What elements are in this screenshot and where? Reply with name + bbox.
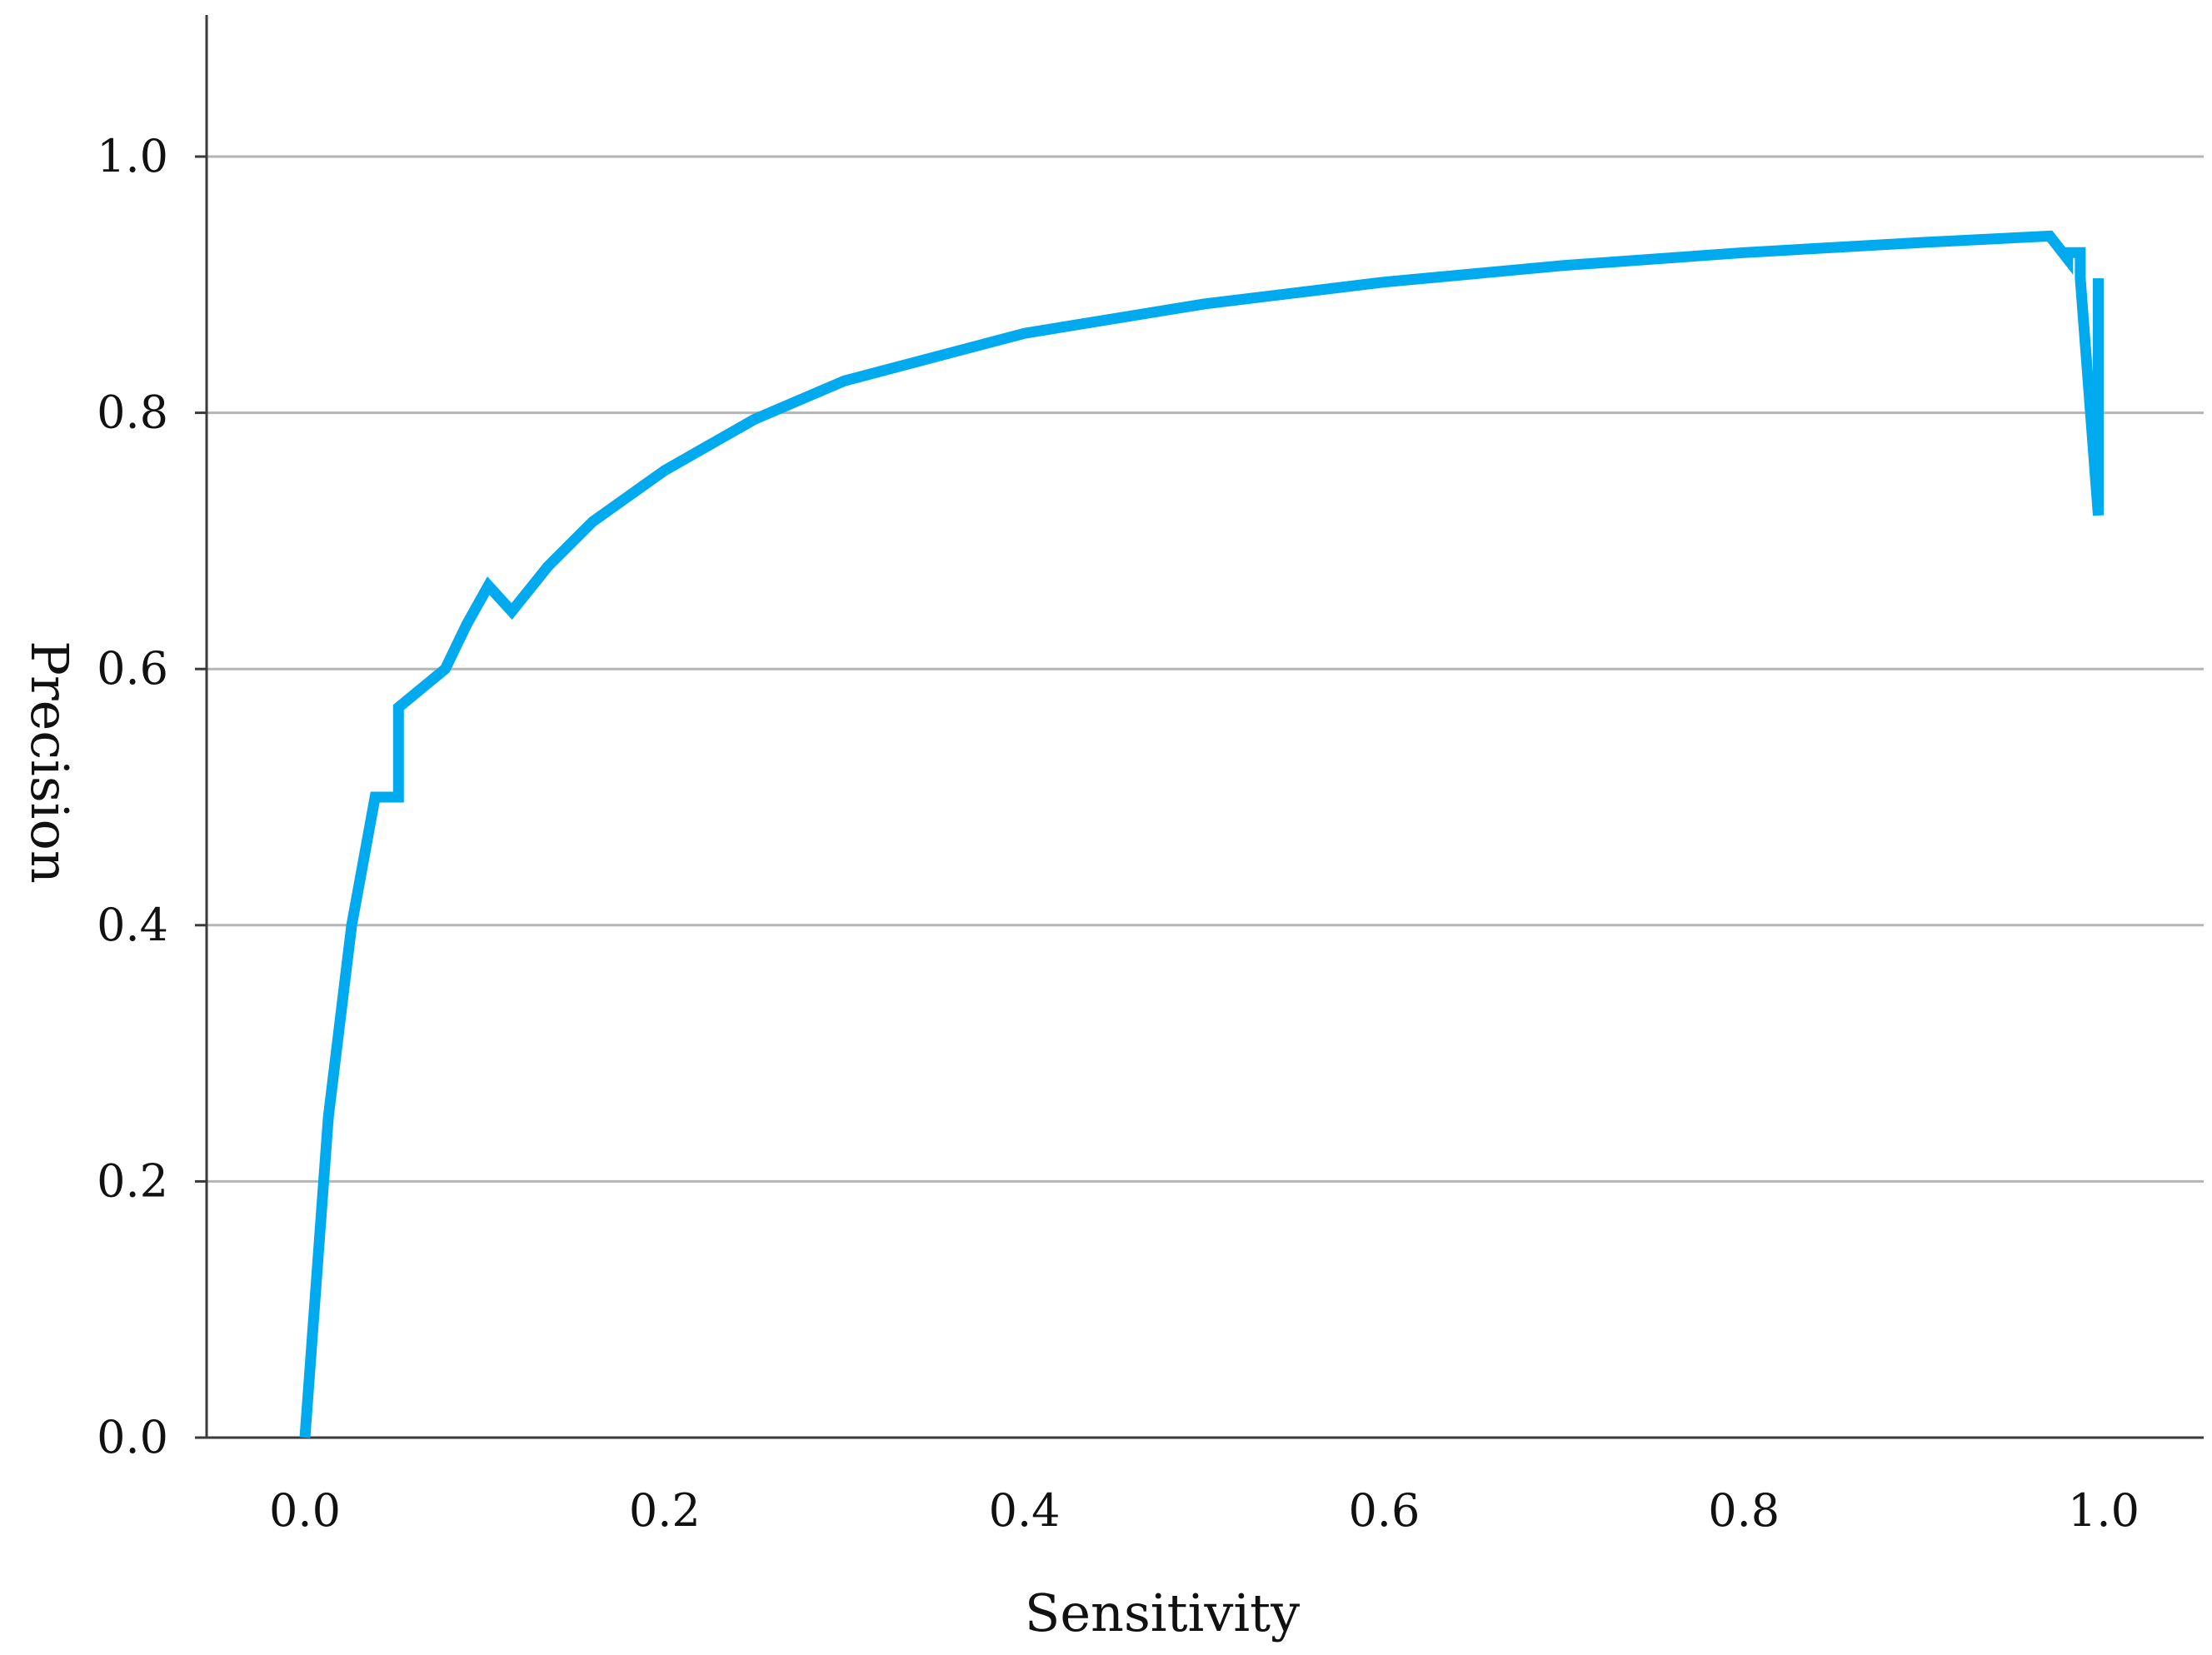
x-tick-label-4: 0.8 xyxy=(1708,1484,1780,1537)
x-axis-label: Sensitivity xyxy=(1025,1583,1300,1643)
y-tick-label-3: 0.6 xyxy=(97,642,168,695)
axes xyxy=(205,15,2204,1439)
series-line-0 xyxy=(299,230,2104,1438)
x-tick-label-0: 0.0 xyxy=(269,1484,341,1537)
grid-lines xyxy=(207,155,2204,1183)
tick-labels: 0.0 0.2 0.4 0.6 0.8 1.0 0.0 0.2 0.4 0.6 0.8 1.0 xyxy=(97,130,2140,1537)
y-tick-label-4: 0.8 xyxy=(97,386,168,439)
series-layer xyxy=(299,230,2104,1438)
y-axis-label: Precision xyxy=(19,641,80,884)
x-tick-label-5: 1.0 xyxy=(2068,1484,2140,1537)
x-tick-label-1: 0.2 xyxy=(629,1484,701,1537)
y-tick-label-2: 0.4 xyxy=(97,899,168,951)
x-tick-label-3: 0.6 xyxy=(1348,1484,1420,1537)
y-tick-label-0: 0.0 xyxy=(97,1411,168,1463)
y-tick-label-1: 0.2 xyxy=(97,1154,168,1207)
x-tick-label-2: 0.4 xyxy=(989,1484,1061,1537)
y-tick-label-5: 1.0 xyxy=(97,130,168,182)
